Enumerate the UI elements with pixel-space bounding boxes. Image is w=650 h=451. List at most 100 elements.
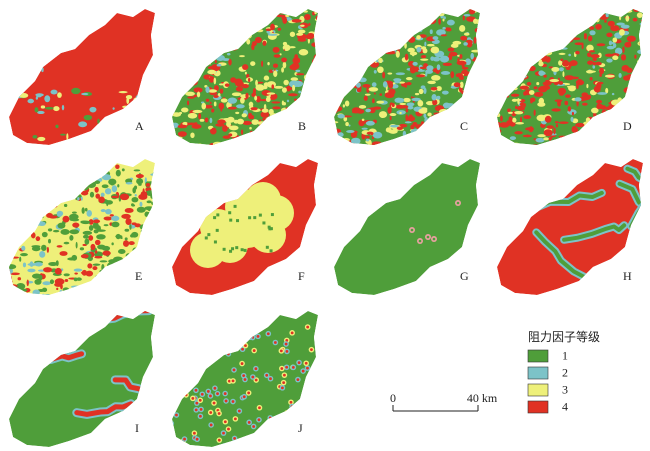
land-patch [367,16,375,21]
land-patch [497,34,504,40]
land-patch [429,139,432,144]
land-patch [128,297,133,301]
land-patch [537,102,546,107]
land-patch [218,83,225,86]
settlement-buffer [209,320,216,327]
land-patch [94,279,102,287]
site-core [456,201,460,205]
land-patch [427,17,437,25]
land-patch [475,124,479,129]
land-patch [241,19,246,23]
land-patch [427,139,433,143]
settlement-core [186,387,190,391]
land-patch [399,102,407,106]
land-patch [43,294,52,295]
land-patch [44,174,54,180]
settlement-core [194,408,198,412]
land-patch [74,287,80,293]
land-patch [477,31,480,37]
land-patch [269,113,278,119]
land-patch [607,20,615,27]
land-patch [418,25,423,33]
land-patch [384,47,389,51]
land-patch [355,82,361,88]
land-patch [145,94,148,101]
land-patch [562,60,570,67]
land-patch [96,296,105,302]
land-patch [230,44,234,51]
land-patch [172,141,173,145]
land-patch [407,134,412,141]
settlement-core [320,415,323,418]
settlement-core [305,413,309,417]
land-patch [55,260,59,267]
land-patch [95,142,105,145]
land-patch [640,19,643,23]
land-patch [568,61,573,67]
land-patch [99,269,108,274]
land-patch [564,34,571,38]
land-patch [436,95,441,100]
land-patch [334,121,339,124]
land-patch [84,293,93,295]
land-patch [97,118,100,125]
land-patch [432,36,439,40]
land-patch [73,159,83,164]
settlement-buffer [180,373,187,380]
land-patch [528,90,535,95]
land-patch [76,277,82,281]
land-patch [311,59,315,66]
settlement-buffer [166,333,172,339]
land-patch [78,121,88,128]
land-patch [11,159,17,163]
land-patch [589,26,595,30]
land-patch [575,144,584,145]
land-patch [241,113,247,118]
land-patch [425,100,435,106]
land-patch [227,24,233,29]
land-patch [35,170,42,175]
land-patch [399,145,405,150]
land-patch [600,135,609,139]
land-patch [497,78,499,81]
land-patch [497,32,502,37]
core-patch [213,216,217,220]
land-patch [463,9,472,11]
land-patch [637,41,643,46]
land-patch [584,13,588,17]
land-patch [610,25,620,32]
land-patch [94,250,98,254]
land-patch [185,91,195,96]
land-patch [305,124,310,129]
land-patch [559,13,563,18]
corridor-core [625,166,643,201]
land-patch [559,14,563,17]
land-patch [409,66,418,73]
land-patch [366,87,370,93]
settlement-buffer [260,444,266,447]
land-patch [106,277,112,280]
settlement-core [192,317,196,321]
land-patch [136,294,141,295]
land-patch [616,22,625,26]
land-patch [430,86,438,91]
settlement-core [227,427,230,431]
land-patch [17,277,22,281]
land-patch [531,34,539,38]
land-patch [334,53,337,59]
land-patch [9,178,16,183]
land-patch [614,142,620,145]
land-patch [337,132,344,138]
land-patch [409,21,416,26]
land-patch [139,159,143,160]
land-patch [36,161,44,168]
settlement-core [277,443,281,447]
land-patch [451,124,457,130]
land-patch [375,23,380,29]
settlement-core [239,329,243,333]
land-patch [582,102,588,106]
land-patch [275,14,285,18]
land-patch [30,181,41,186]
land-patch [420,54,427,59]
